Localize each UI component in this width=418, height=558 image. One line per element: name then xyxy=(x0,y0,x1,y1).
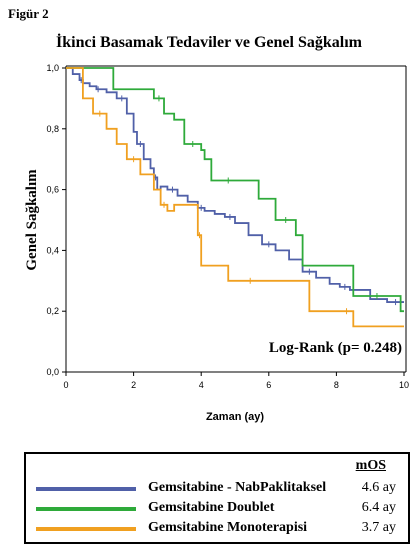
x-tick-label: 10 xyxy=(399,380,409,390)
x-tick-label: 6 xyxy=(266,380,271,390)
legend-swatch-nabpaklitaksel xyxy=(36,487,136,491)
axes-layer xyxy=(62,65,407,376)
legend-swatch-doublet xyxy=(36,507,136,511)
legend-header-mos: mOS xyxy=(355,458,386,473)
y-tick-label: 0,4 xyxy=(46,245,59,255)
labels-layer: 0,0 0,2 0,4 0,6 0,8 1,0 0 2 4 6 8 10 Zaman (ay) Genel… xyxy=(24,63,409,423)
series-layer xyxy=(66,67,404,328)
logrank-annotation: Log-Rank (p= 0.248) xyxy=(269,340,402,356)
legend-mos-nabpaklitaksel: 4.6 ay xyxy=(361,480,396,495)
legend-row-nabpaklitaksel: Gemsitabine - NabPaklitaksel 4.6 ay xyxy=(26,478,408,500)
x-tick-label: 2 xyxy=(131,380,136,390)
legend-mos-monoterapi: 3.7 ay xyxy=(361,520,396,535)
x-tick-label: 0 xyxy=(63,380,68,390)
legend-label-nabpaklitaksel: Gemsitabine - NabPaklitaksel xyxy=(148,480,327,495)
legend-label-monoterapi: Gemsitabine Monoterapisi xyxy=(148,520,308,535)
km-survival-chart: 0,0 0,2 0,4 0,6 0,8 1,0 0 2 4 6 8 10 Zaman (ay) Genel… xyxy=(24,63,409,423)
figure-label: Figür 2 xyxy=(8,6,49,21)
y-tick-label: 0,0 xyxy=(46,367,59,377)
km-curve-1 xyxy=(66,67,404,313)
y-axis-label: Genel Sağkalım xyxy=(24,169,40,271)
y-tick-label: 0,2 xyxy=(46,306,59,316)
legend-box: mOS Gemsitabine - NabPaklitaksel 4.6 ay … xyxy=(24,452,410,544)
y-tick-label: 0,6 xyxy=(46,185,59,195)
x-axis-label: Zaman (ay) xyxy=(206,411,264,423)
legend-mos-doublet: 6.4 ay xyxy=(361,500,396,515)
legend-swatch-monoterapi xyxy=(36,527,136,531)
legend-label-doublet: Gemsitabine Doublet xyxy=(148,500,275,515)
km-curve-2 xyxy=(66,67,404,328)
y-tick-label: 0,8 xyxy=(46,124,59,134)
x-tick-label: 4 xyxy=(199,380,204,390)
y-tick-label: 1,0 xyxy=(46,63,59,73)
chart-title: İkinci Basamak Tedaviler ve Genel Sağkal… xyxy=(56,34,362,51)
x-tick-label: 8 xyxy=(334,380,339,390)
km-curve-0 xyxy=(66,67,404,303)
legend-row-doublet: Gemsitabine Doublet 6.4 ay xyxy=(26,498,408,520)
legend-row-monoterapi: Gemsitabine Monoterapisi 3.7 ay xyxy=(26,518,408,540)
